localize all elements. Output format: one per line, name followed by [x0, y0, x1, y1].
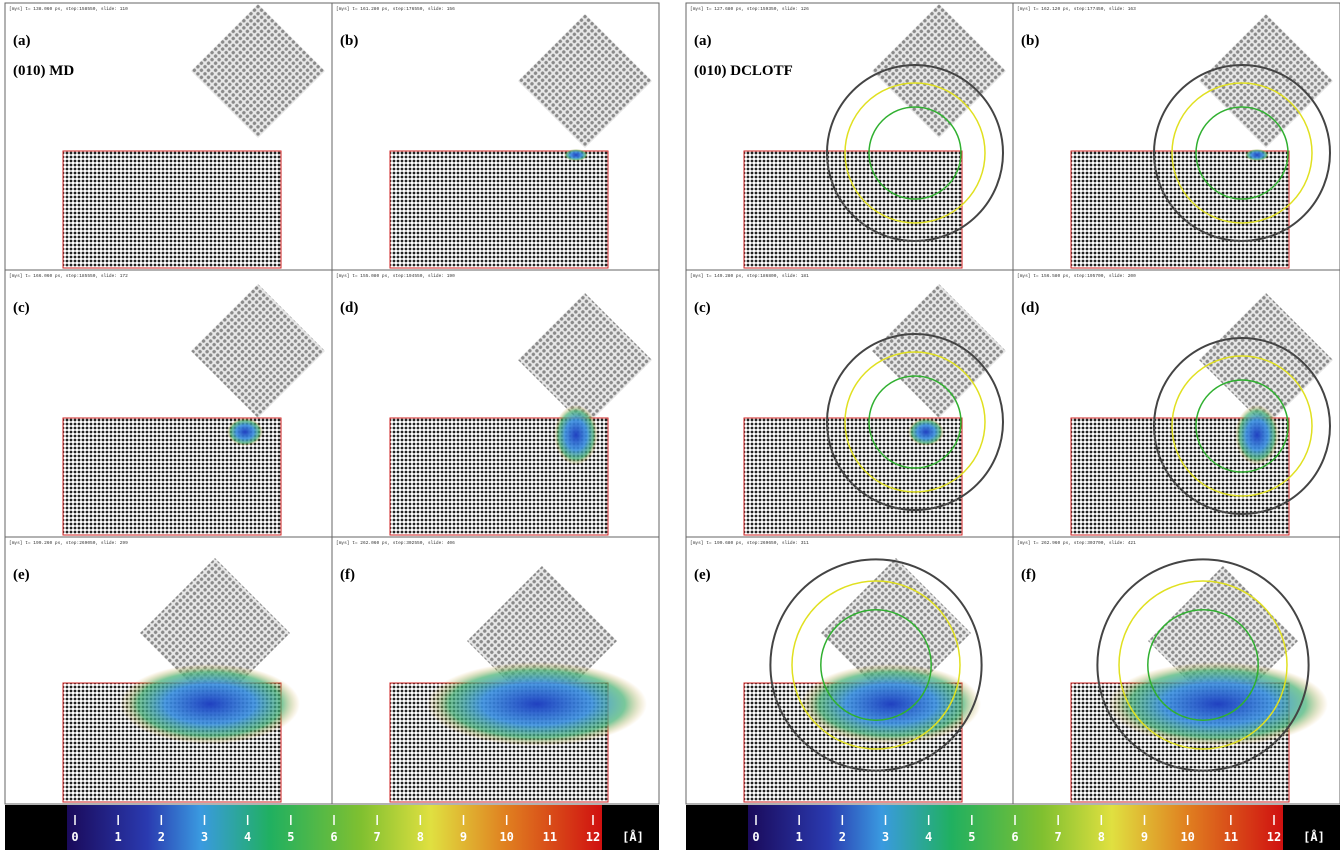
panel-header: [mys] t= 127.680 ps, step:159350, slide:…: [690, 6, 809, 12]
colorbar-unit: [Å]: [1303, 829, 1325, 844]
panel-header: [mys] t= 156.580 ps, step:195700, slide:…: [1017, 273, 1136, 279]
tick-label: 6: [330, 830, 337, 844]
panel: [mys] t= 199.680 ps, step:269650, slide:…: [686, 537, 1013, 804]
panel-header: [mys] t= 161.280 ps, step:176550, slide:…: [336, 6, 455, 12]
panel-header: [mys] t= 262.960 ps, step:303700, slide:…: [1017, 540, 1136, 546]
panel: [mys] t= 161.280 ps, step:176550, slide:…: [332, 3, 659, 270]
tick-label: 1: [115, 830, 122, 844]
defect-region: [1108, 662, 1328, 746]
panel-label: (a): [13, 33, 31, 49]
defect-region: [801, 664, 981, 744]
tick-label: 5: [287, 830, 294, 844]
defect-region: [564, 149, 588, 161]
panel: [mys] t= 149.280 ps, step:186800, slide:…: [686, 270, 1013, 537]
workpiece: [390, 151, 608, 268]
panel-label: (d): [1021, 300, 1039, 316]
defect-region: [1235, 405, 1279, 465]
panel-label: (c): [13, 300, 30, 316]
defect-region: [908, 418, 944, 446]
tick-label: 4: [925, 830, 932, 844]
tick-label: 11: [1224, 830, 1238, 844]
tick-label: 10: [499, 830, 513, 844]
panel-label: (c): [694, 300, 711, 316]
panel-label: (f): [340, 567, 355, 583]
tick-label: 0: [71, 830, 78, 844]
panel-label: (e): [694, 567, 711, 583]
panel-header: [mys] t= 162.120 ps, step:177450, slide:…: [1017, 6, 1136, 12]
tick-label: 12: [586, 830, 600, 844]
colorbar-unit: [Å]: [622, 829, 644, 844]
tick-label: 5: [968, 830, 975, 844]
panel: [mys] t= 166.060 ps, step:185550, slide:…: [5, 270, 332, 537]
tick-label: 3: [201, 830, 208, 844]
panel-header: [mys] t= 199.680 ps, step:269650, slide:…: [690, 540, 809, 546]
panel: [mys] t= 162.120 ps, step:177450, slide:…: [1013, 3, 1340, 270]
tick-label: 11: [543, 830, 557, 844]
panel-header: [mys] t= 155.080 ps, step:194550, slide:…: [336, 273, 455, 279]
tick-label: 10: [1180, 830, 1194, 844]
defect-region: [554, 405, 598, 465]
panel-header: [mys] t= 166.060 ps, step:185550, slide:…: [9, 273, 128, 279]
panel: [mys] t= 199.260 ps, step:269050, slide:…: [5, 537, 332, 804]
panel: [mys] t= 262.060 ps, step:302550, slide:…: [332, 537, 659, 804]
tick-label: 9: [1141, 830, 1148, 844]
tick-label: 8: [1098, 830, 1105, 844]
tick-label: 2: [839, 830, 846, 844]
tick-label: 3: [882, 830, 889, 844]
defect-region: [427, 662, 647, 746]
defect-region: [1245, 149, 1269, 161]
tick-label: 1: [796, 830, 803, 844]
panel: [mys] t= 262.960 ps, step:303700, slide:…: [1013, 537, 1340, 804]
figure: [mys] t= 138.060 ps, step:158550, slide:…: [0, 0, 1340, 850]
panel: [mys] t= 155.080 ps, step:194550, slide:…: [332, 270, 659, 537]
figure-title: (010) DCLOTF: [694, 63, 793, 79]
tick-label: 7: [374, 830, 381, 844]
tick-label: 8: [417, 830, 424, 844]
tick-label: 6: [1011, 830, 1018, 844]
panel: [mys] t= 127.680 ps, step:159350, slide:…: [686, 3, 1013, 270]
panel-label: (d): [340, 300, 358, 316]
panel-header: [mys] t= 262.060 ps, step:302550, slide:…: [336, 540, 455, 546]
tick-label: 0: [752, 830, 759, 844]
workpiece: [744, 151, 962, 268]
defect-region: [227, 418, 263, 446]
tick-label: 4: [244, 830, 251, 844]
workpiece: [1071, 151, 1289, 268]
figure-title: (010) MD: [13, 63, 74, 79]
panel-label: (f): [1021, 567, 1036, 583]
panel-label: (e): [13, 567, 30, 583]
tick-label: 9: [460, 830, 467, 844]
panel-header: [mys] t= 149.280 ps, step:186800, slide:…: [690, 273, 809, 279]
panel-header: [mys] t= 199.260 ps, step:269050, slide:…: [9, 540, 128, 546]
panel-label: (b): [340, 33, 358, 49]
panel-header: [mys] t= 138.060 ps, step:158550, slide:…: [9, 6, 128, 12]
tick-label: 12: [1267, 830, 1281, 844]
panel: [mys] t= 138.060 ps, step:158550, slide:…: [5, 3, 332, 270]
panel-label: (a): [694, 33, 712, 49]
panel-label: (b): [1021, 33, 1039, 49]
defect-region: [120, 664, 300, 744]
tick-label: 2: [158, 830, 165, 844]
panel: [mys] t= 156.580 ps, step:195700, slide:…: [1013, 270, 1340, 537]
workpiece: [63, 151, 281, 268]
tick-label: 7: [1055, 830, 1062, 844]
